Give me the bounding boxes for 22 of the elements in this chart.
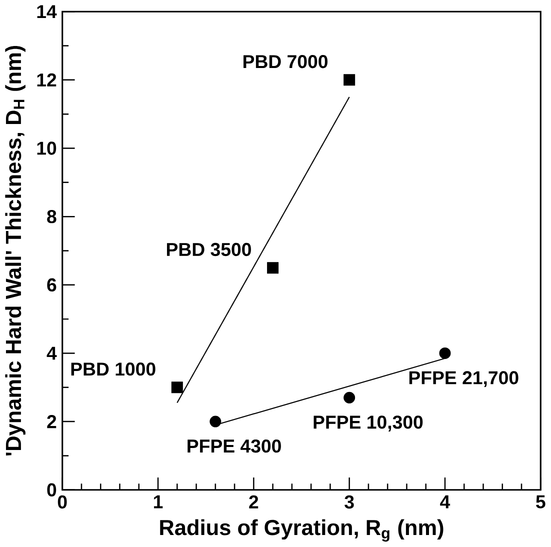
y-tick-label: 0 [47, 483, 56, 497]
y-tick-label: 14 [37, 5, 57, 18]
x-tick-label: 1 [154, 495, 163, 508]
y-tick-label: 8 [47, 210, 56, 224]
y-tick-label: 2 [47, 415, 56, 428]
annotation: PFPE 10,300 [314, 416, 423, 432]
y-tick-label: 4 [46, 346, 57, 360]
y-tick-label: 12 [37, 74, 56, 87]
x-tick-label: 5 [536, 495, 546, 508]
annotation: PFPE 21,700 [409, 371, 518, 388]
y-axis-title: 'Dynamic Hard Wall' Thickness, D$_{H}$ (nm) [5, 46, 26, 456]
annotation: PBD 7000 [244, 55, 328, 68]
annotation: PBD 1000 [71, 362, 156, 376]
y-tick-label: 6 [47, 278, 56, 292]
y-tick-label: 10 [37, 142, 56, 155]
annotation: PBD 3500 [166, 242, 251, 256]
x-tick-label: 3 [344, 495, 354, 509]
x-tick-label: 4 [440, 495, 450, 508]
x-tick-label: 0 [58, 495, 67, 509]
x-axis-title: Radius of Gyration, R$_{g}$ (nm) [160, 519, 444, 542]
annotation: PFPE 4300 [188, 440, 281, 453]
x-tick-label: 2 [249, 495, 258, 508]
